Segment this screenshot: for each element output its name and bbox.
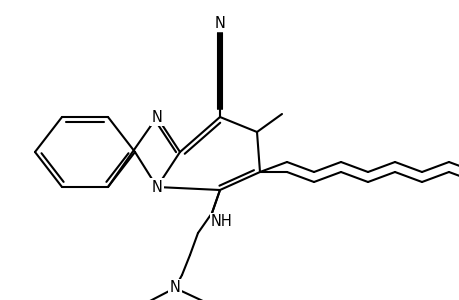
Text: N: N <box>214 16 225 31</box>
Text: N: N <box>151 179 162 194</box>
Text: NH: NH <box>211 214 232 230</box>
Text: N: N <box>151 110 162 124</box>
Text: N: N <box>169 280 180 296</box>
